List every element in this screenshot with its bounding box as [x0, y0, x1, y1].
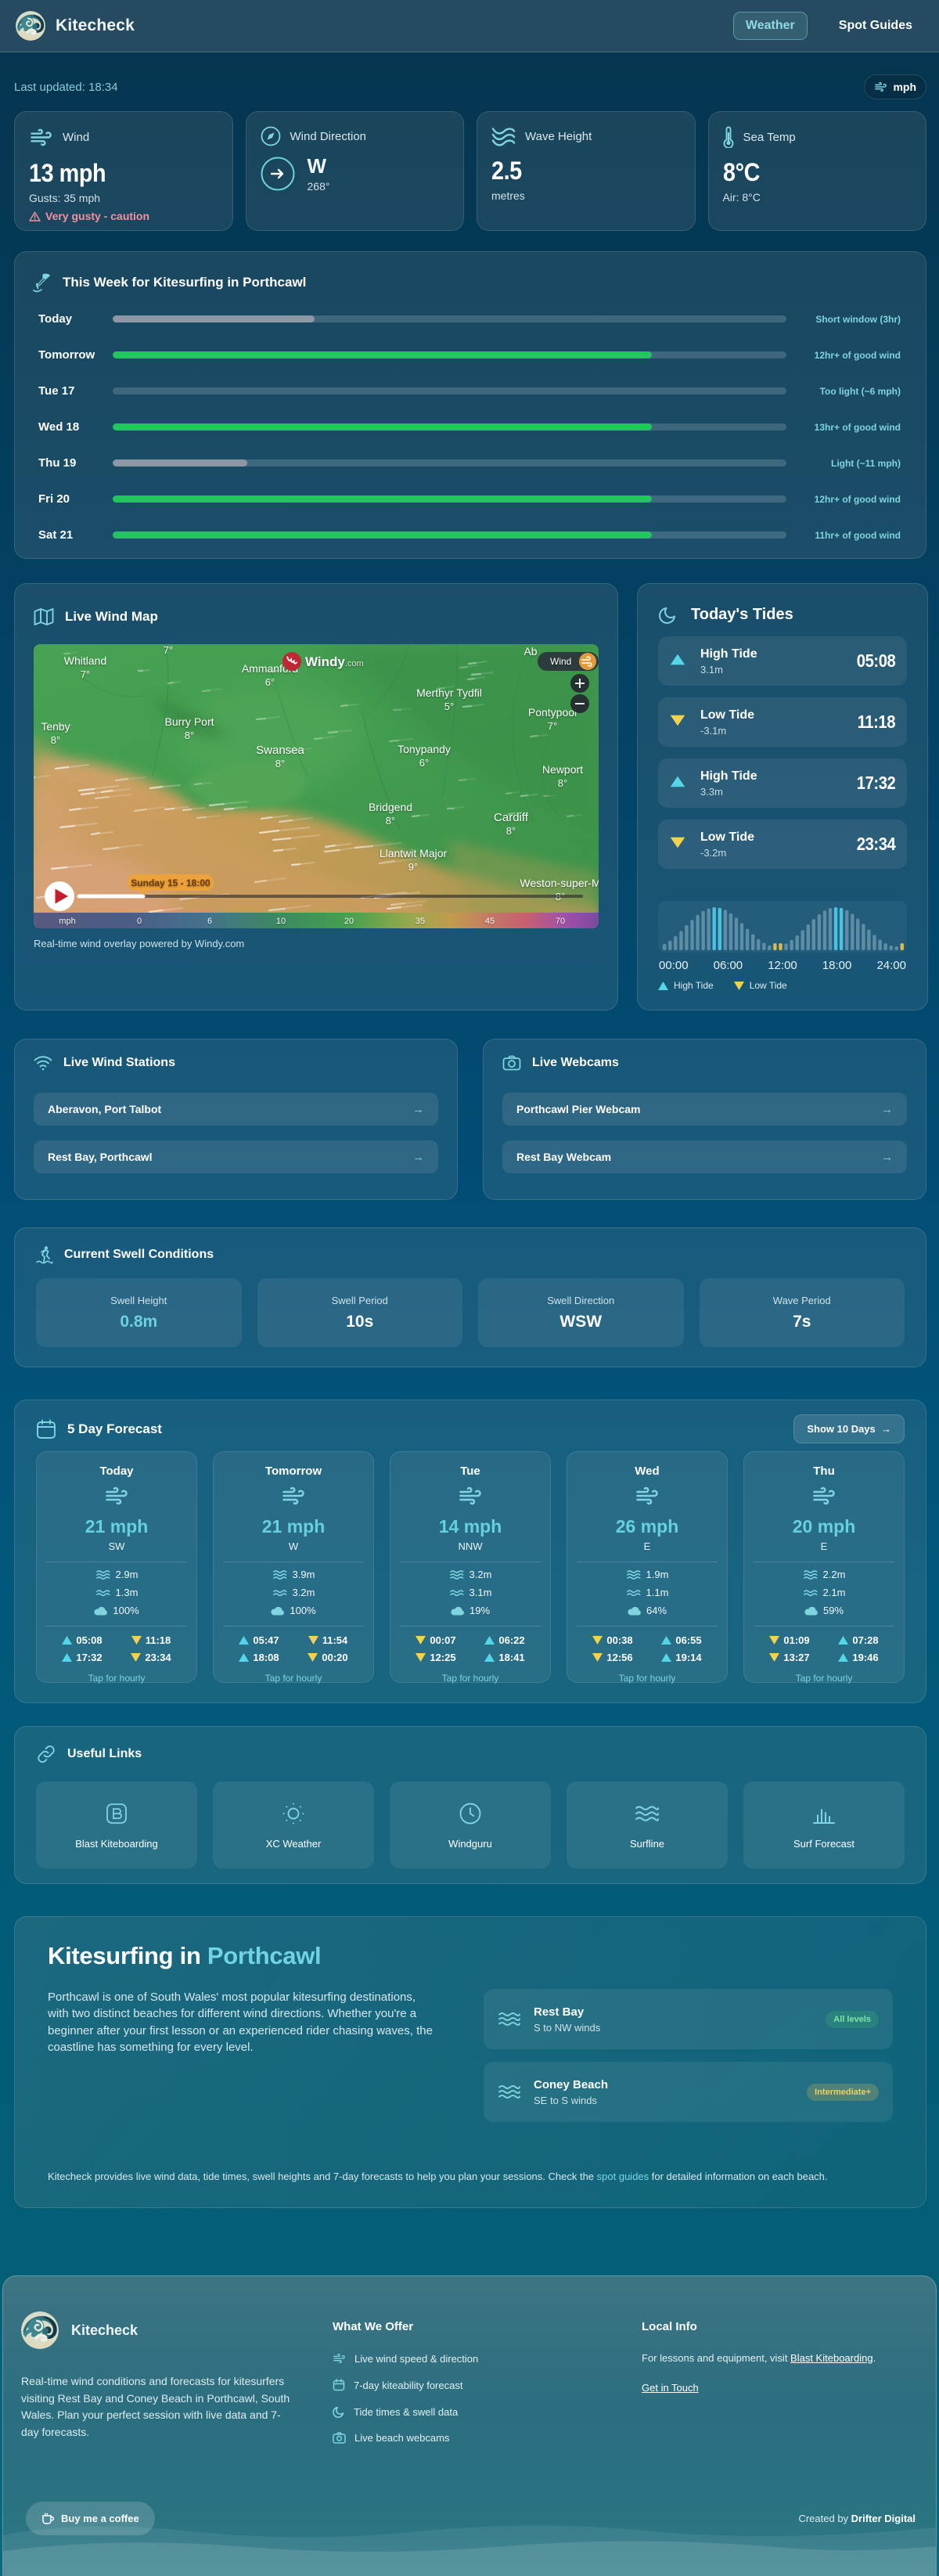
svg-text:6°: 6°: [419, 757, 429, 769]
svg-text:6: 6: [207, 917, 212, 926]
svg-text:Pontypool: Pontypool: [528, 706, 577, 719]
svg-text:35: 35: [416, 917, 425, 926]
svg-text:mph: mph: [59, 917, 75, 926]
svg-text:6°: 6°: [265, 676, 275, 688]
svg-text:Ab: Ab: [523, 645, 537, 658]
svg-text:5°: 5°: [444, 701, 454, 712]
svg-text:Cardiff: Cardiff: [494, 811, 529, 824]
svg-text:Wind: Wind: [550, 656, 571, 667]
svg-text:Whitland: Whitland: [64, 654, 106, 667]
svg-text:7°: 7°: [164, 644, 173, 656]
svg-text:8°: 8°: [386, 815, 395, 827]
svg-text:8°: 8°: [275, 758, 285, 769]
svg-text:7°: 7°: [81, 668, 90, 680]
svg-text:Burry Port: Burry Port: [164, 715, 214, 728]
svg-text:0: 0: [137, 917, 142, 926]
svg-text:Bridgend: Bridgend: [369, 801, 412, 813]
svg-text:Swansea: Swansea: [256, 744, 304, 757]
svg-text:Merthyr Tydfil: Merthyr Tydfil: [416, 686, 482, 699]
svg-text:8°: 8°: [506, 825, 516, 837]
svg-text:Tonypandy: Tonypandy: [398, 743, 451, 755]
svg-text:70: 70: [556, 917, 565, 926]
svg-text:Sunday 15 - 18:00: Sunday 15 - 18:00: [131, 877, 210, 888]
svg-text:7°: 7°: [548, 720, 557, 732]
svg-text:8°: 8°: [51, 734, 60, 746]
svg-text:Llantwit Major: Llantwit Major: [380, 847, 448, 859]
svg-text:Weston-super-M: Weston-super-M: [520, 877, 599, 889]
svg-text:Tenby: Tenby: [41, 720, 70, 733]
svg-text:20: 20: [344, 917, 354, 926]
svg-text:45: 45: [485, 917, 495, 926]
svg-text:8°: 8°: [185, 730, 194, 741]
svg-text:9°: 9°: [408, 861, 418, 873]
svg-text:Newport: Newport: [542, 763, 583, 776]
svg-text:10: 10: [276, 917, 286, 926]
svg-text:8°: 8°: [558, 777, 567, 789]
